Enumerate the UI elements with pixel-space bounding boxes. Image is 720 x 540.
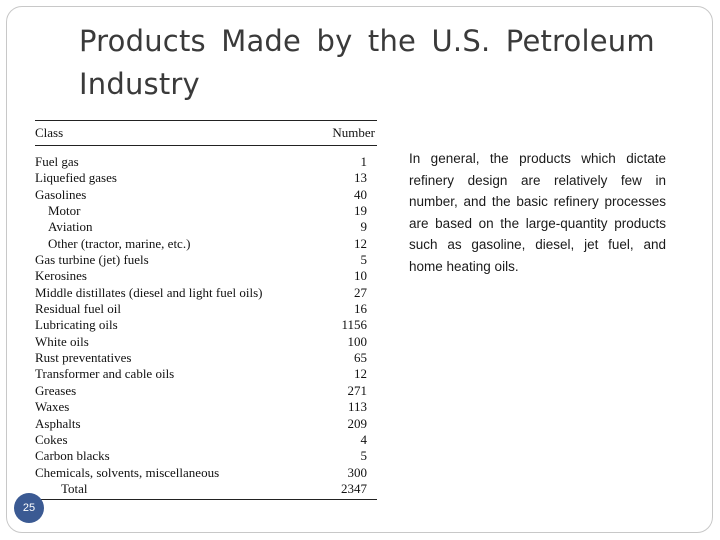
table-row: Lubricating oils 1156 bbox=[35, 317, 377, 333]
row-class-label: Total bbox=[61, 480, 88, 496]
page-number-badge: 25 bbox=[14, 493, 44, 523]
row-number-value: 4 bbox=[360, 431, 368, 447]
row-number-value: 9 bbox=[360, 219, 368, 235]
row-class-label: Asphalts bbox=[35, 415, 81, 431]
column-header-class: Class bbox=[35, 125, 64, 140]
table-row: Rust preventatives 65 bbox=[35, 350, 377, 366]
row-class-label: Gas turbine (jet) fuels bbox=[35, 252, 149, 268]
row-number-value: 12 bbox=[354, 235, 367, 251]
row-class-label: Other (tractor, marine, etc.) bbox=[48, 235, 191, 251]
row-class-label: Middle distillates (diesel and light fue… bbox=[35, 284, 263, 300]
row-number-value: 2347 bbox=[341, 480, 367, 496]
row-class-label: Liquefied gases bbox=[35, 170, 117, 186]
row-number-value: 5 bbox=[360, 252, 368, 268]
table-row: Kerosines 10 bbox=[35, 268, 377, 284]
row-number-value: 65 bbox=[354, 350, 367, 366]
row-class-label: Rust preventatives bbox=[35, 350, 132, 366]
row-number-value: 27 bbox=[354, 284, 367, 300]
table-row: Asphalts 209 bbox=[35, 416, 377, 432]
table-row: Motor 19 bbox=[35, 203, 377, 219]
row-class-label: Cokes bbox=[35, 431, 68, 447]
row-number-value: 300 bbox=[347, 464, 368, 480]
table-top-rule bbox=[35, 120, 377, 121]
row-number-value: 40 bbox=[354, 186, 367, 202]
row-number-value: 1156 bbox=[341, 317, 367, 333]
row-number-value: 13 bbox=[354, 170, 367, 186]
table-header-row: Class Number bbox=[35, 121, 377, 145]
row-class-label: Kerosines bbox=[35, 268, 87, 284]
row-class-label: Lubricating oils bbox=[35, 317, 118, 333]
table-row: Aviation 9 bbox=[35, 219, 377, 235]
table-row: Waxes 113 bbox=[35, 399, 377, 415]
row-number-value: 10 bbox=[354, 268, 367, 284]
table-row: Chemicals, solvents, miscellaneous 300 bbox=[35, 465, 377, 481]
row-class-label: Transformer and cable oils bbox=[35, 366, 175, 382]
products-table: Class Number Fuel gas 1 Liquefied gases 13 G… bbox=[35, 112, 377, 501]
slide-body-text: In general, the products which dictate r… bbox=[409, 151, 666, 274]
table-row: White oils 100 bbox=[35, 334, 377, 350]
table-row: Other (tractor, marine, etc.) 12 bbox=[35, 236, 377, 252]
table-row: Greases 271 bbox=[35, 383, 377, 399]
table-row: Middle distillates (diesel and light fue… bbox=[35, 285, 377, 301]
row-number-value: 5 bbox=[360, 448, 368, 464]
slide-frame bbox=[6, 6, 713, 533]
table-total-row: Total 2347 bbox=[35, 481, 377, 497]
row-number-value: 100 bbox=[347, 333, 368, 349]
table-row: Transformer and cable oils 12 bbox=[35, 366, 377, 382]
row-class-label: Chemicals, solvents, miscellaneous bbox=[35, 464, 220, 480]
row-number-value: 113 bbox=[347, 399, 367, 415]
table-row: Gasolines 40 bbox=[35, 187, 377, 203]
row-class-label: White oils bbox=[35, 333, 89, 349]
table-body: Fuel gas 1 Liquefied gases 13 Gasolines 40 Mot… bbox=[35, 146, 377, 499]
row-number-value: 12 bbox=[354, 366, 367, 382]
row-number-value: 271 bbox=[347, 382, 368, 398]
table-row: Carbon blacks 5 bbox=[35, 448, 377, 464]
row-number-value: 209 bbox=[347, 415, 368, 431]
table-header-rule bbox=[35, 145, 377, 146]
row-class-label: Aviation bbox=[48, 219, 93, 235]
row-class-label: Residual fuel oil bbox=[35, 301, 121, 317]
table-row: Fuel gas 1 bbox=[35, 154, 377, 170]
row-class-label: Greases bbox=[35, 382, 77, 398]
row-class-label: Motor bbox=[48, 203, 81, 219]
row-class-label: Carbon blacks bbox=[35, 448, 110, 464]
row-number-value: 16 bbox=[354, 301, 367, 317]
row-number-value: 19 bbox=[354, 203, 367, 219]
row-number-value: 1 bbox=[360, 154, 368, 169]
column-header-number: Number bbox=[332, 125, 375, 140]
table-row: Liquefied gases 13 bbox=[35, 170, 377, 186]
table-row: Cokes 4 bbox=[35, 432, 377, 448]
table-row: Gas turbine (jet) fuels 5 bbox=[35, 252, 377, 268]
row-class-label: Fuel gas bbox=[35, 154, 79, 169]
table-row: Residual fuel oil 16 bbox=[35, 301, 377, 317]
row-class-label: Gasolines bbox=[35, 186, 87, 202]
table-bottom-rule bbox=[35, 499, 377, 501]
row-class-label: Waxes bbox=[35, 399, 70, 415]
slide-title: Products Made by the U.S. Petroleum Indu… bbox=[79, 24, 655, 101]
